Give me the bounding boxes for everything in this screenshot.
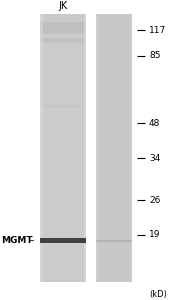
Text: 34: 34 bbox=[149, 154, 160, 163]
Text: (kD): (kD) bbox=[149, 290, 167, 299]
Text: 117: 117 bbox=[149, 26, 166, 35]
Bar bbox=[40, 14, 86, 282]
Bar bbox=[96, 14, 98, 282]
Bar bbox=[40, 105, 86, 108]
Text: JK: JK bbox=[59, 1, 68, 11]
Bar bbox=[40, 38, 86, 43]
Text: --: -- bbox=[29, 236, 35, 245]
Bar bbox=[40, 14, 43, 282]
Text: 19: 19 bbox=[149, 230, 160, 239]
Bar bbox=[40, 238, 86, 243]
Text: 26: 26 bbox=[149, 196, 160, 205]
Text: MGMT: MGMT bbox=[1, 236, 33, 245]
Bar bbox=[84, 14, 86, 282]
Text: 48: 48 bbox=[149, 119, 160, 128]
Bar bbox=[40, 22, 86, 34]
Bar bbox=[96, 14, 132, 282]
Bar bbox=[96, 239, 132, 242]
Bar bbox=[131, 14, 132, 282]
Text: 85: 85 bbox=[149, 51, 160, 60]
